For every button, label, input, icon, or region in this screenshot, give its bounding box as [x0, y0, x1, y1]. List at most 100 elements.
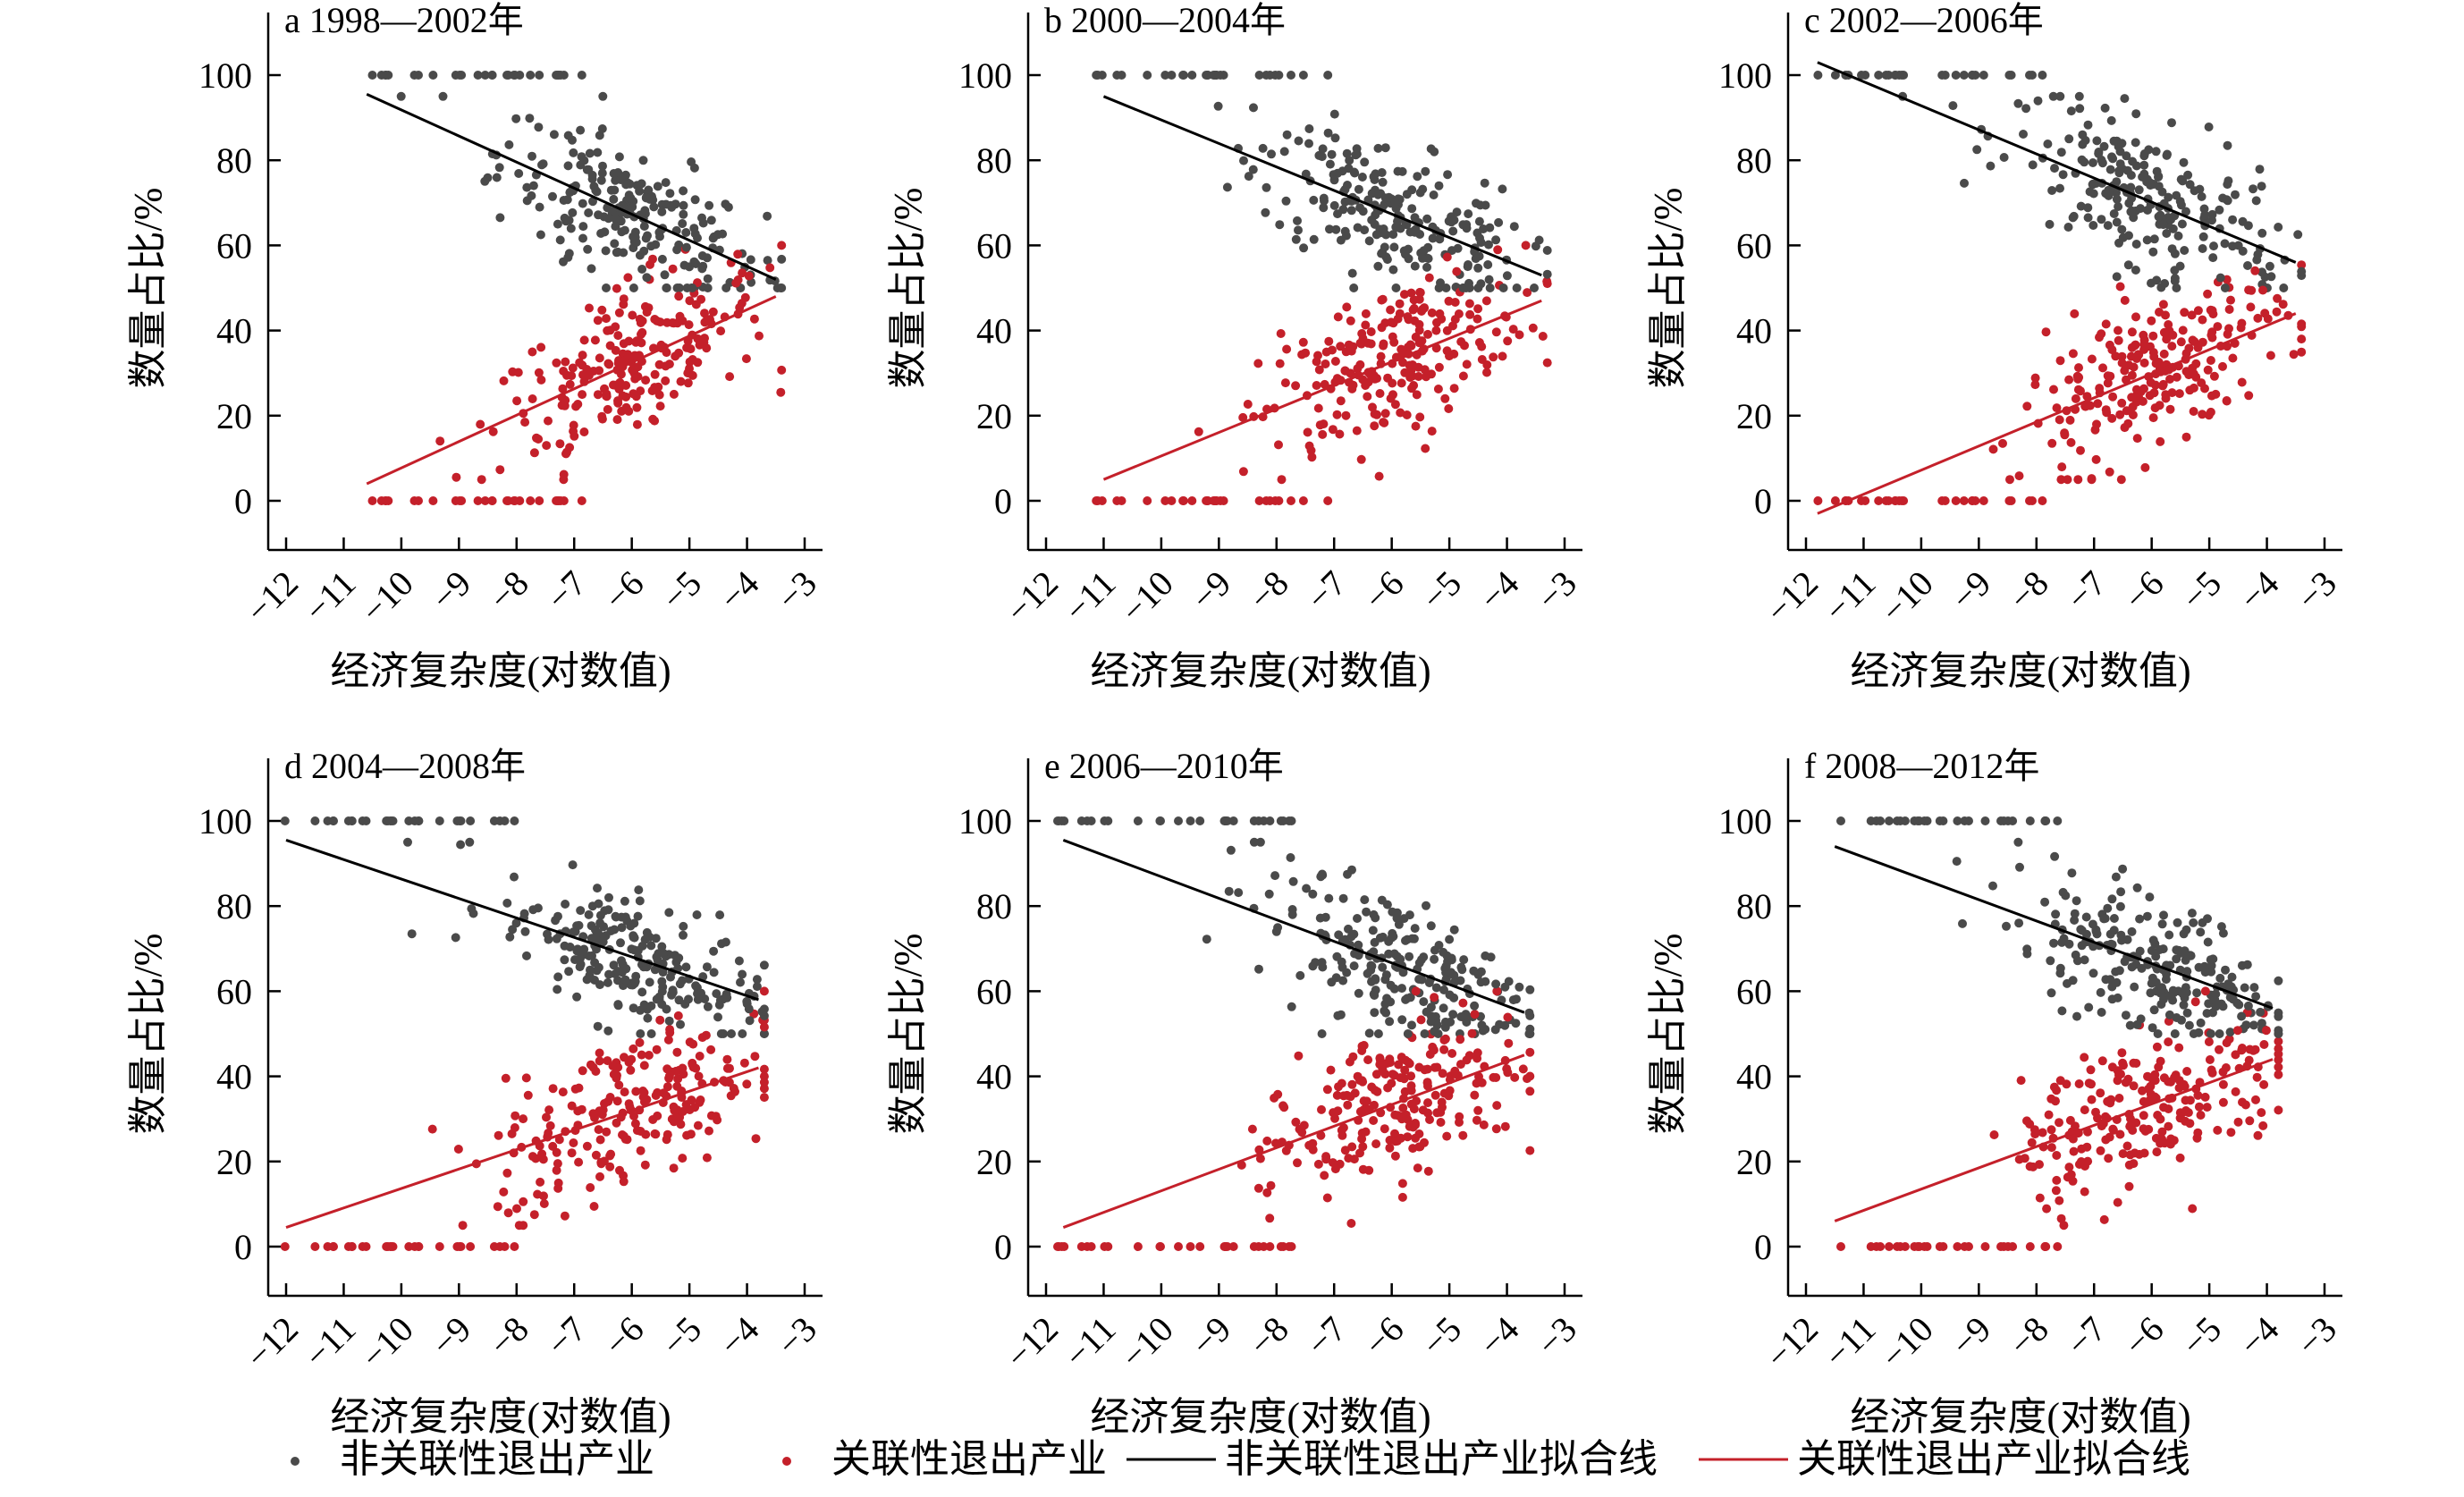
point-non-related: [2223, 140, 2232, 150]
point-related: [2157, 1127, 2167, 1137]
point-related: [1430, 1090, 1440, 1100]
point-non-related: [2175, 261, 2185, 271]
point-non-related: [620, 975, 630, 985]
point-non-related: [1360, 157, 1370, 167]
point-related: [614, 308, 624, 317]
point-related: [1435, 309, 1445, 318]
point-related: [759, 1022, 769, 1032]
point-related: [1444, 1091, 1454, 1101]
point-non-related: [2013, 837, 2023, 847]
point-related: [1377, 323, 1387, 333]
point-related: [477, 475, 486, 485]
point-non-related: [2045, 219, 2055, 229]
point-non-related: [1464, 209, 1473, 219]
point-non-related: [1333, 1011, 1343, 1020]
point-related: [1103, 1242, 1113, 1251]
point-non-related: [636, 1029, 646, 1038]
point-related: [2139, 358, 2149, 368]
point-non-related: [2225, 1028, 2235, 1037]
point-related: [2289, 350, 2299, 359]
point-non-related: [1881, 71, 1891, 80]
legend-label: 关联性退出产业拟合线: [1797, 1437, 2190, 1481]
point-related: [1357, 329, 1367, 338]
point-related: [1338, 1091, 1348, 1101]
point-related: [2274, 1105, 2283, 1115]
point-non-related: [1411, 224, 1421, 234]
point-non-related: [1430, 954, 1439, 964]
point-related: [2131, 1059, 2141, 1068]
point-related: [1347, 1079, 1357, 1089]
point-non-related: [613, 1001, 623, 1011]
point-related: [673, 1074, 683, 1084]
point-related: [2066, 437, 2076, 447]
point-non-related: [616, 938, 625, 948]
point-non-related: [662, 1004, 671, 1014]
point-related: [1456, 1060, 1465, 1070]
point-related: [1890, 496, 1900, 505]
point-non-related: [2164, 1010, 2174, 1019]
point-related: [2044, 1110, 2054, 1120]
point-non-related: [536, 230, 545, 240]
point-related: [777, 241, 787, 250]
point-related: [662, 1064, 672, 1074]
point-related: [1347, 1142, 1357, 1152]
point-related: [2098, 363, 2107, 373]
point-related: [637, 327, 647, 337]
point-related: [1406, 1081, 1416, 1091]
point-related: [536, 343, 546, 352]
x-tick-label: −4: [2232, 1308, 2287, 1364]
point-related: [2164, 1077, 2173, 1087]
point-related: [577, 496, 586, 505]
point-non-related: [1367, 216, 1377, 224]
point-non-related: [1951, 71, 1961, 80]
point-non-related: [2080, 955, 2089, 965]
point-non-related: [2046, 988, 2056, 998]
point-non-related: [752, 982, 762, 992]
point-non-related: [582, 975, 592, 985]
point-related: [473, 496, 483, 505]
point-related: [2180, 1081, 2190, 1091]
points: [280, 816, 769, 1251]
x-tick-label: −11: [1056, 1308, 1123, 1375]
point-related: [2200, 1092, 2210, 1102]
point-non-related: [2105, 975, 2115, 985]
point-non-related: [586, 264, 596, 274]
point-non-related: [1259, 816, 1269, 825]
y-tick-label: 40: [216, 311, 252, 351]
point-related: [1356, 454, 1366, 464]
point-non-related: [1349, 961, 1359, 971]
point-related: [2063, 1172, 2072, 1182]
point-non-related: [1459, 955, 1469, 965]
point-non-related: [1441, 283, 1451, 292]
point-non-related: [455, 71, 465, 80]
point-related: [597, 305, 607, 315]
point-non-related: [2220, 283, 2230, 292]
point-non-related: [1344, 164, 1354, 173]
y-axis-label: 数量占比/%: [126, 934, 170, 1135]
point-related: [2117, 358, 2127, 368]
point-non-related: [367, 71, 377, 80]
point-related: [2258, 285, 2267, 295]
point-related: [1275, 359, 1285, 368]
point-related: [2213, 1125, 2223, 1135]
x-tick-label: −8: [481, 1308, 536, 1364]
point-non-related: [671, 957, 681, 967]
point-related: [1293, 1158, 1302, 1168]
point-non-related: [1500, 982, 1510, 992]
x-tick-label: −8: [1241, 1308, 1296, 1364]
point-non-related: [587, 951, 596, 960]
point-non-related: [1262, 182, 1271, 192]
y-tick-label: 40: [1736, 311, 1772, 351]
point-related: [1866, 1242, 1876, 1251]
point-related: [1436, 1118, 1446, 1127]
point-non-related: [599, 922, 609, 932]
point-related: [488, 427, 498, 436]
point-related: [614, 1080, 624, 1090]
point-non-related: [2173, 231, 2183, 241]
point-related: [519, 1114, 528, 1124]
point-non-related: [604, 892, 613, 902]
point-related: [2259, 1079, 2269, 1089]
point-non-related: [657, 254, 667, 264]
point-non-related: [2109, 914, 2119, 923]
point-related: [675, 311, 685, 321]
